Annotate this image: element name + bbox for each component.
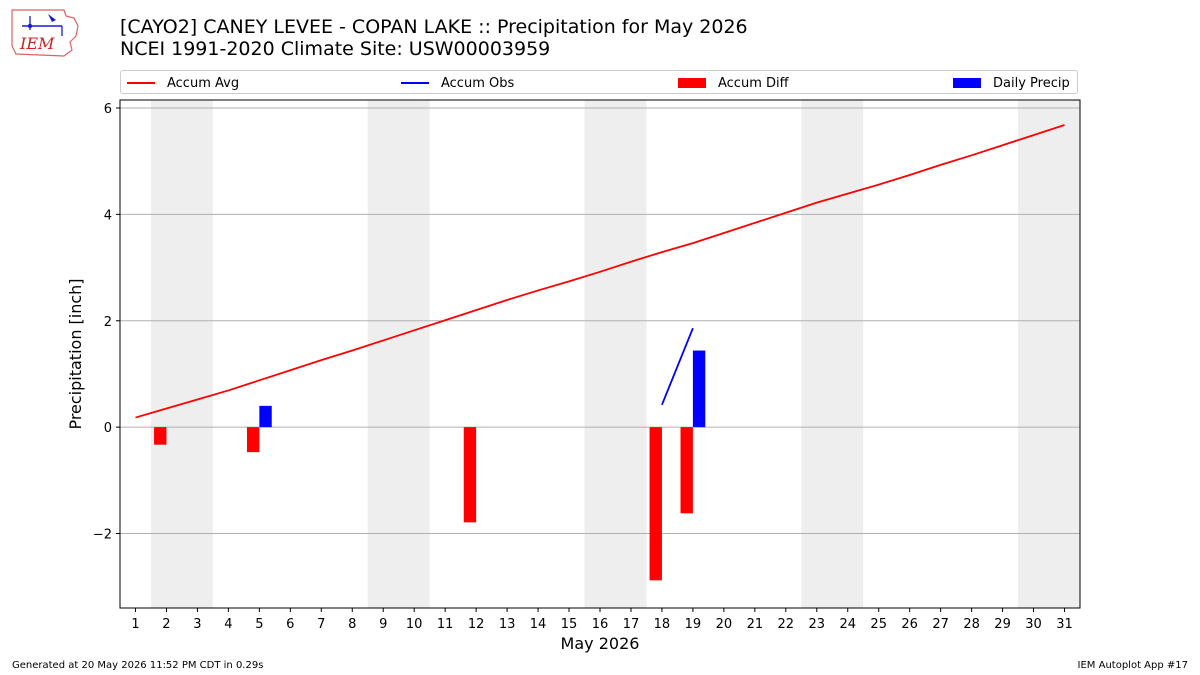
x-tick-label: 9 bbox=[379, 617, 387, 632]
x-tick-label: 1 bbox=[131, 617, 139, 632]
chart-title: [CAYO2] CANEY LEVEE - COPAN LAKE :: Prec… bbox=[120, 16, 748, 60]
title-line-1: [CAYO2] CANEY LEVEE - COPAN LAKE :: Prec… bbox=[120, 16, 748, 38]
weekend-shading bbox=[150, 100, 1080, 608]
accum-diff-bar bbox=[649, 427, 662, 581]
weekend-band-30-31 bbox=[1018, 100, 1080, 608]
legend-label-accum-obs: Accum Obs bbox=[441, 75, 515, 91]
x-tick-label: 6 bbox=[286, 617, 294, 632]
x-axis-label: May 2026 bbox=[561, 634, 640, 653]
x-tick-label: 22 bbox=[778, 617, 795, 632]
title-line-2: NCEI 1991-2020 Climate Site: USW00003959 bbox=[120, 38, 551, 60]
legend-label-accum-diff: Accum Diff bbox=[718, 75, 789, 91]
weekend-band-23-24 bbox=[801, 100, 864, 608]
accum-diff-bar bbox=[154, 427, 167, 445]
x-tick-label: 26 bbox=[901, 617, 918, 632]
legend-label-daily-precip: Daily Precip bbox=[993, 75, 1070, 91]
legend-swatch-daily-precip bbox=[953, 78, 981, 88]
x-tick-label: 23 bbox=[809, 617, 826, 632]
y-tick-label: −2 bbox=[93, 528, 112, 543]
x-tick-label: 14 bbox=[530, 617, 547, 632]
accum-diff-bar bbox=[463, 427, 477, 523]
y-tick-label: 0 bbox=[104, 421, 112, 436]
x-tick-label: 15 bbox=[561, 617, 578, 632]
x-tick-label: 7 bbox=[317, 617, 325, 632]
iem-logo: IEM bbox=[11, 9, 79, 57]
y-tick-label: 2 bbox=[104, 315, 112, 330]
y-gridlines bbox=[120, 107, 1080, 535]
y-tick-label: 6 bbox=[104, 102, 112, 117]
legend-item-daily-precip: Daily Precip bbox=[953, 74, 1070, 92]
y-tick-label: 4 bbox=[104, 208, 112, 223]
weekend-band-2-3 bbox=[150, 100, 213, 608]
x-tick-label: 17 bbox=[623, 617, 640, 632]
accum-obs-line bbox=[661, 327, 694, 406]
x-tick-label: 19 bbox=[685, 617, 702, 632]
x-tick-label: 4 bbox=[224, 617, 232, 632]
accum-diff-bar bbox=[246, 427, 260, 453]
x-tick-label: 27 bbox=[932, 617, 949, 632]
x-tick-label: 3 bbox=[193, 617, 201, 632]
x-tick-label: 31 bbox=[1056, 617, 1073, 632]
weekend-band-9-10 bbox=[367, 100, 430, 608]
x-tick-label: 12 bbox=[468, 617, 485, 632]
legend-item-accum-diff: Accum Diff bbox=[678, 74, 789, 92]
legend-swatch-accum-avg bbox=[127, 82, 155, 84]
x-tick-label: 5 bbox=[255, 617, 263, 632]
daily-precip-bar bbox=[692, 350, 706, 428]
x-tick-label: 28 bbox=[963, 617, 980, 632]
x-tick-label: 25 bbox=[870, 617, 887, 632]
generated-timestamp: Generated at 20 May 2026 11:52 PM CDT in… bbox=[12, 660, 264, 671]
app-id: IEM Autoplot App #17 bbox=[1077, 660, 1188, 671]
x-tick-label: 29 bbox=[994, 617, 1011, 632]
x-tick-label: 30 bbox=[1025, 617, 1042, 632]
bar-marks bbox=[154, 350, 706, 581]
daily-precip-bar bbox=[259, 405, 272, 428]
accum-avg-line bbox=[135, 124, 1065, 419]
x-tick-label: 10 bbox=[406, 617, 423, 632]
x-tick-label: 18 bbox=[654, 617, 671, 632]
legend-swatch-accum-obs bbox=[401, 82, 429, 84]
x-tick-label: 8 bbox=[348, 617, 356, 632]
line-marks bbox=[135, 124, 1065, 419]
x-tick-label: 16 bbox=[592, 617, 609, 632]
logo-text: IEM bbox=[19, 34, 55, 53]
legend-item-accum-avg: Accum Avg bbox=[127, 74, 239, 92]
y-axis-ticks: −2 0 2 4 6 bbox=[93, 102, 120, 543]
x-tick-label: 21 bbox=[747, 617, 764, 632]
chart-legend: Accum Avg Accum Obs Accum Diff Daily Pre… bbox=[120, 70, 1078, 94]
y-axis-label: Precipitation [inch] bbox=[66, 278, 85, 429]
legend-swatch-accum-diff bbox=[678, 78, 706, 88]
weekend-band-16-17 bbox=[584, 100, 647, 608]
x-tick-label: 24 bbox=[839, 617, 856, 632]
x-tick-label: 2 bbox=[162, 617, 170, 632]
legend-item-accum-obs: Accum Obs bbox=[401, 74, 514, 92]
accum-diff-bar bbox=[680, 427, 693, 514]
x-tick-label: 13 bbox=[499, 617, 516, 632]
legend-label-accum-avg: Accum Avg bbox=[167, 75, 240, 91]
x-tick-label: 20 bbox=[716, 617, 733, 632]
x-tick-label: 11 bbox=[437, 617, 454, 632]
x-axis-ticks: 1 2 3 4 5 6 7 8 9 10 11 12 13 14 15 16 17 18 19 20 21 22 23 24 2… bbox=[131, 608, 1073, 632]
